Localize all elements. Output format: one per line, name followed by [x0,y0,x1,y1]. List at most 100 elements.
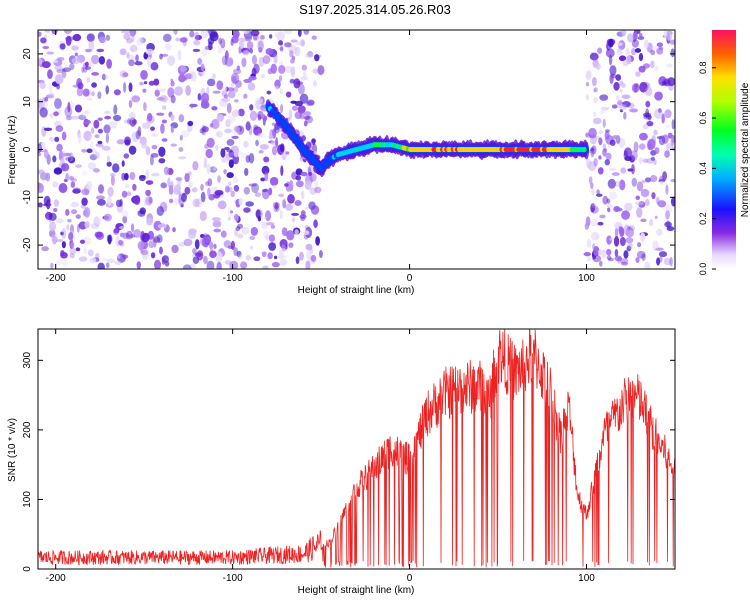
noise-blob [41,246,49,252]
noise-blob [107,196,112,206]
noise-blob [260,221,269,230]
noise-blob [262,265,269,269]
noise-blob [601,106,608,111]
noise-blob [137,241,145,251]
noise-blob [146,115,155,124]
noise-blob [294,229,299,235]
noise-blob [183,238,193,247]
noise-blob [135,130,141,140]
noise-blob [615,74,622,81]
noise-blob [127,118,131,125]
noise-blob [291,212,300,216]
noise-blob [280,103,284,114]
noise-blob [151,173,160,177]
noise-blob [53,111,59,117]
noise-blob [119,48,127,56]
noise-blob [142,88,147,93]
noise-blob [638,201,646,208]
noise-blob [187,120,194,127]
noise-blob [67,101,71,113]
noise-blob [287,193,295,204]
noise-blob [311,138,317,143]
noise-blob [84,119,91,125]
noise-blob [227,87,235,92]
noise-blob [88,39,95,51]
noise-blob [274,202,279,210]
noise-blob [123,119,130,124]
noise-blob [170,143,177,147]
noise-blob [167,177,171,188]
noise-blob [592,254,602,263]
noise-blob [258,149,264,154]
noise-blob [585,71,592,81]
noise-blob [182,38,187,47]
noise-blob [654,215,658,219]
noise-blob [310,205,320,215]
noise-blob [654,65,659,72]
noise-blob [294,46,301,57]
noise-blob [257,110,264,120]
noise-blob [131,95,141,103]
noise-blob [69,247,77,255]
noise-blob [86,97,93,101]
noise-blob [38,152,42,157]
noise-blob [47,69,53,80]
spectrogram-xtick-label: -200 [46,273,66,284]
noise-blob [66,224,70,231]
noise-blob [126,38,133,44]
noise-blob [65,35,72,46]
colorbar-tick-label: 0.4 [698,162,708,175]
noise-blob [141,122,151,129]
noise-blob [129,44,138,53]
noise-blob [199,234,205,239]
noise-blob [55,218,64,224]
noise-blob [68,175,75,181]
noise-blob [250,226,258,236]
noise-blob [603,148,608,152]
noise-blob [305,260,311,269]
noise-blob [139,207,147,215]
noise-blob [279,88,284,95]
noise-blob [646,120,654,127]
noise-blob [207,30,212,34]
noise-blob [608,38,614,48]
noise-blob [152,236,161,243]
noise-blob [597,221,604,226]
noise-blob [206,137,215,148]
noise-blob [206,163,211,175]
noise-blob [609,65,617,76]
noise-blob [70,181,76,188]
spectrogram-ylabel: Frequency (Hz) [7,116,18,185]
noise-blob [92,168,100,173]
noise-blob [609,191,618,200]
noise-blob [121,30,131,34]
noise-blob [666,226,675,232]
noise-blob [621,101,631,108]
noise-blob [650,49,656,56]
noise-blob [609,237,614,241]
noise-blob [593,157,598,167]
noise-blob [623,250,629,259]
noise-blob [231,109,240,117]
noise-blob [620,261,629,266]
spectrogram-xlabel: Height of straight line (km) [298,285,415,296]
noise-blob [172,227,176,233]
noise-blob [671,119,675,130]
noise-blob [41,126,47,137]
noise-blob [230,38,234,46]
noise-blob [38,143,43,154]
noise-blob [106,155,111,163]
noise-blob [82,236,91,246]
noise-blob [56,56,65,61]
noise-blob [200,30,209,39]
noise-blob [624,202,633,212]
noise-blob [171,244,179,254]
noise-blob [161,138,168,142]
noise-blob [271,261,280,268]
noise-blob [70,115,80,120]
noise-blob [204,45,213,51]
noise-blob [605,248,612,256]
noise-blob [216,130,223,138]
noise-blob [61,241,66,249]
